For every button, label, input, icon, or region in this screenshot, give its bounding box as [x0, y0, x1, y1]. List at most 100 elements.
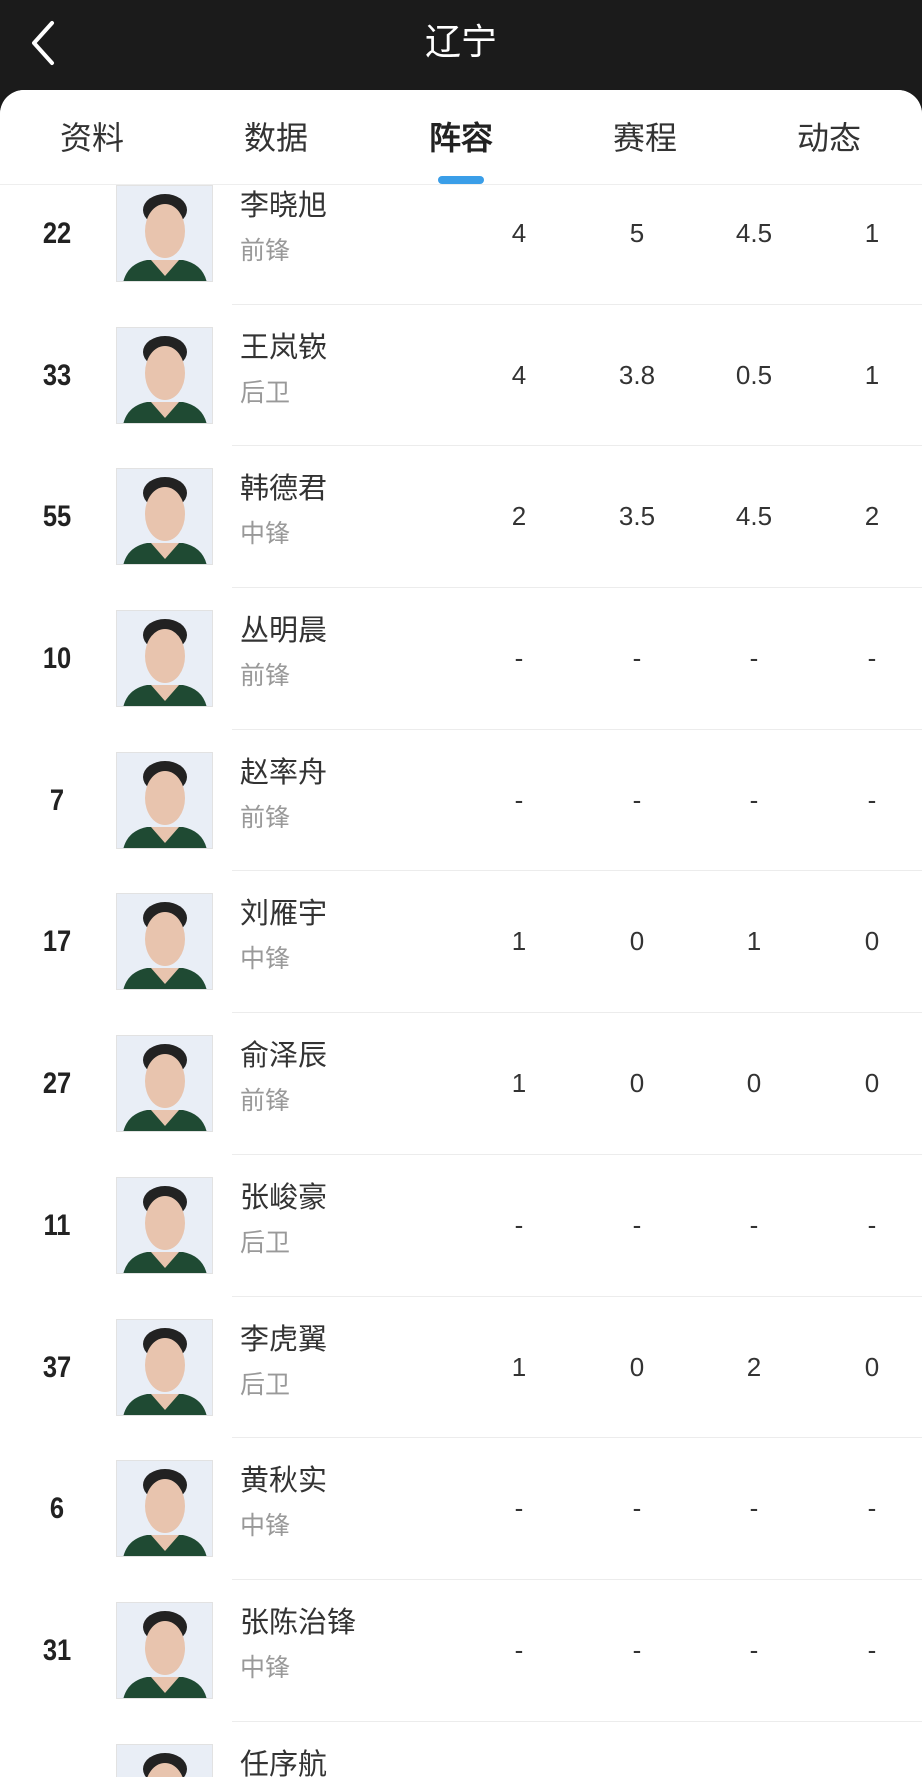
player-name[interactable]: 赵率舟: [240, 754, 328, 789]
player-name[interactable]: 刘雁宇: [240, 896, 328, 931]
player-stat: [597, 1722, 677, 1777]
jersey-number: 11: [43, 1208, 71, 1242]
player-stat: 3.8: [618, 359, 656, 390]
tab-roster[interactable]: 阵容: [428, 119, 493, 157]
player-photo: [116, 326, 213, 424]
row-divider: [232, 303, 922, 305]
player-stat: -: [867, 1209, 877, 1240]
player-name[interactable]: 丛明晨: [240, 613, 328, 648]
player-stat: 2: [864, 501, 880, 532]
player-row[interactable]: 7 赵率舟 前锋 - - - -: [0, 730, 922, 872]
row-divider: [232, 1437, 922, 1439]
row-divider: [232, 870, 922, 872]
jersey-number: 7: [49, 783, 65, 817]
player-stat: -: [749, 784, 759, 815]
player-row[interactable]: 37 李虎翼 后卫 1 0 2 0: [0, 1297, 922, 1439]
player-name[interactable]: 李晓旭: [240, 188, 328, 222]
player-row[interactable]: 31 张陈治锋 中锋 - - - -: [0, 1580, 922, 1722]
player-row[interactable]: 6 黄秋实 中锋 - - - -: [0, 1438, 922, 1580]
tab-stats[interactable]: 数据: [243, 119, 308, 157]
tab-bar: 资料 数据 阵容 赛程 动态: [0, 90, 922, 185]
player-stat: -: [749, 1209, 759, 1240]
player-stat: 0: [864, 926, 880, 957]
player-stat: -: [514, 1209, 524, 1240]
roster-sheet: 22 李晓旭 前锋 4 5 4.5 1 33 王岚嵚 后卫 4 3.8 0.5 1 55 韩德君 中…: [0, 90, 922, 1777]
player-row[interactable]: 33 王岚嵚 后卫 4 3.8 0.5 1: [0, 305, 922, 447]
player-stat: 2: [511, 501, 527, 532]
player-photo: [116, 468, 213, 566]
player-stat: -: [867, 643, 877, 674]
jersey-number: 55: [42, 500, 72, 534]
player-name[interactable]: 张陈治锋: [240, 1604, 357, 1639]
player-photo: [116, 185, 213, 282]
player-stat: 1: [746, 926, 762, 957]
player-position: 前锋: [240, 236, 291, 265]
player-stat: -: [749, 643, 759, 674]
jersey-number: [9, 1722, 106, 1777]
player-stat: 0: [746, 1068, 762, 1099]
player-list: 22 李晓旭 前锋 4 5 4.5 1 33 王岚嵚 后卫 4 3.8 0.5 1 55 韩德君 中…: [0, 163, 922, 1777]
player-position: 后卫: [240, 377, 291, 407]
player-stat: -: [867, 784, 877, 815]
player-stat: [832, 1722, 912, 1777]
player-photo: [116, 1601, 213, 1699]
player-photo: [116, 1035, 213, 1133]
row-divider: [232, 1720, 922, 1722]
player-position: 前锋: [240, 1086, 291, 1116]
row-divider: [232, 1295, 922, 1297]
player-position: 中锋: [240, 1652, 291, 1682]
player-stat: -: [632, 1634, 642, 1665]
player-row[interactable]: 11 张峻豪 后卫 - - - -: [0, 1155, 922, 1297]
player-name[interactable]: 李虎翼: [240, 1321, 328, 1356]
jersey-number: 22: [42, 217, 72, 250]
player-stat: 0: [629, 926, 645, 957]
player-row[interactable]: 任序航: [0, 1722, 922, 1777]
row-divider: [232, 1012, 922, 1014]
row-divider: [232, 587, 922, 589]
row-divider: [232, 1578, 922, 1580]
player-stat: -: [514, 1634, 524, 1665]
player-name[interactable]: 张峻豪: [240, 1179, 328, 1214]
player-name[interactable]: 俞泽辰: [240, 1038, 328, 1073]
player-stat: 1: [864, 218, 880, 248]
player-stat: [714, 1722, 794, 1777]
player-stat: -: [632, 784, 642, 815]
jersey-number: 10: [42, 642, 72, 676]
player-row[interactable]: 55 韩德君 中锋 2 3.5 4.5 2: [0, 446, 922, 589]
player-stat: 1: [511, 1351, 527, 1382]
player-row[interactable]: 27 俞泽辰 前锋 1 0 0 0: [0, 1013, 922, 1155]
player-name[interactable]: 王岚嵚: [240, 329, 328, 364]
tab-schedule[interactable]: 赛程: [612, 119, 677, 157]
player-stat: 0: [629, 1351, 645, 1382]
player-name[interactable]: 韩德君: [240, 471, 328, 506]
player-stat: 4.5: [735, 218, 773, 248]
player-stat: -: [749, 1493, 759, 1524]
player-name[interactable]: 任序航: [240, 1746, 328, 1777]
player-stat: 1: [864, 359, 880, 390]
active-tab-indicator: [438, 176, 484, 184]
player-row[interactable]: 17 刘雁宇 中锋 1 0 1 0: [0, 871, 922, 1014]
player-stat: -: [514, 643, 524, 674]
player-stat: 4: [511, 359, 527, 390]
player-photo: [116, 893, 213, 991]
player-stat: -: [514, 784, 524, 815]
page-title: 辽宁: [424, 22, 497, 63]
player-position: 中锋: [240, 944, 291, 974]
chevron-left-icon[interactable]: [26, 18, 66, 68]
tab-profile[interactable]: 资料: [59, 119, 124, 157]
tab-news[interactable]: 动态: [796, 119, 861, 157]
jersey-number: 27: [42, 1067, 72, 1101]
player-row[interactable]: 10 丛明晨 前锋 - - - -: [0, 588, 922, 730]
jersey-number: 33: [42, 358, 72, 392]
row-divider: [232, 445, 922, 447]
player-row[interactable]: 22 李晓旭 前锋 4 5 4.5 1: [0, 163, 922, 305]
player-stat: -: [632, 1209, 642, 1240]
player-name[interactable]: 黄秋实: [240, 1463, 328, 1498]
row-divider: [232, 728, 922, 730]
player-position: 后卫: [240, 1227, 291, 1257]
player-position: 后卫: [240, 1369, 291, 1399]
player-photo: [116, 1318, 213, 1416]
player-position: 中锋: [240, 519, 291, 549]
jersey-number: 17: [42, 925, 72, 959]
player-photo: [116, 610, 213, 708]
